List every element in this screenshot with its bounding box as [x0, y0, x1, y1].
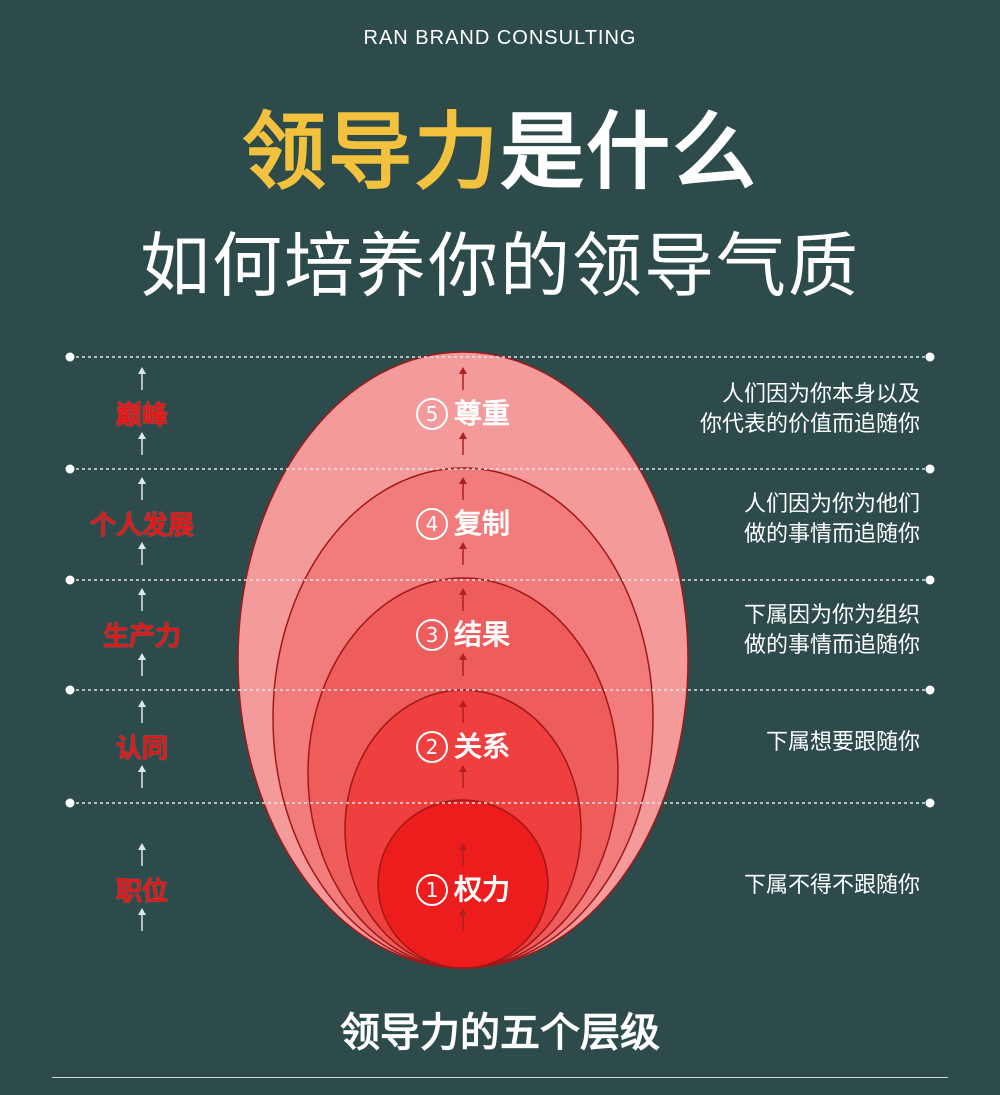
- up-arrow-icon: [459, 367, 467, 374]
- divider-dot: [925, 685, 935, 695]
- up-arrow-icon: [138, 908, 146, 915]
- description-line: 人们因为你本身以及: [721, 382, 920, 407]
- up-arrow-icon: [138, 588, 146, 595]
- level-number: 5: [415, 398, 448, 430]
- description-line: 下属不得不跟随你: [743, 873, 920, 898]
- description-line: 你代表的价值而追随你: [699, 412, 920, 437]
- footer-title: 领导力的五个层级: [340, 1010, 660, 1056]
- level-ellipse-1: [377, 799, 549, 969]
- level-number: 1: [415, 874, 448, 906]
- description-line: 做的事情而追随你: [743, 522, 920, 547]
- up-arrow-icon: [138, 700, 146, 707]
- level-title: 结果: [453, 618, 510, 651]
- up-arrow-icon: [459, 908, 467, 915]
- up-arrow-icon: [459, 700, 467, 707]
- up-arrow-icon: [459, 588, 467, 595]
- up-arrow-icon: [459, 432, 467, 439]
- level-name: 1 权力: [363, 868, 563, 908]
- brand-name: RAN BRAND CONSULTING: [363, 27, 637, 49]
- divider-dot: [925, 352, 935, 362]
- up-arrow-icon: [138, 843, 146, 850]
- level-description: 人们因为你为他们 做的事情而追随你: [744, 490, 920, 550]
- level-title: 权力: [453, 873, 510, 906]
- description-line: 做的事情而追随你: [743, 633, 920, 658]
- level-number: 4: [415, 508, 448, 540]
- stage-label: 巅峰: [115, 401, 168, 431]
- up-arrow-icon: [138, 367, 146, 374]
- level-number: 2: [415, 731, 448, 763]
- level-number: 3: [415, 619, 448, 651]
- level-name: 4 复制: [363, 502, 563, 542]
- title-rest: 是什么: [500, 103, 759, 201]
- up-arrow-icon: [459, 477, 467, 484]
- level-title: 关系: [453, 730, 510, 763]
- divider-dot: [65, 685, 75, 695]
- description-line: 下属因为你为组织: [743, 603, 920, 628]
- page-title: 领导力是什么: [0, 85, 1000, 206]
- level-description: 人们因为你本身以及你代表的价值而追随你: [700, 380, 920, 440]
- level-title: 尊重: [453, 397, 510, 430]
- stage-label: 认同: [115, 734, 168, 764]
- divider-dot: [65, 575, 75, 585]
- up-arrow-icon: [138, 765, 146, 772]
- divider-dot: [925, 798, 935, 808]
- divider-dot: [65, 352, 75, 362]
- level-description: 下属想要跟随你: [766, 728, 920, 758]
- description-line: 人们因为你为他们: [743, 492, 920, 517]
- level-description: 下属因为你为组织 做的事情而追随你: [744, 601, 920, 661]
- divider-dot: [925, 464, 935, 474]
- up-arrow-icon: [459, 765, 467, 772]
- bottom-divider: [52, 1077, 948, 1078]
- stage-label: 个人发展: [89, 511, 194, 541]
- description-line: 下属想要跟随你: [765, 730, 920, 755]
- divider-dot: [65, 464, 75, 474]
- title-highlight: 领导力: [241, 103, 500, 201]
- stage-label: 职位: [115, 877, 168, 907]
- level-description: 下属不得不跟随你: [744, 871, 920, 901]
- stage-label: 生产力: [102, 622, 181, 652]
- up-arrow-icon: [459, 542, 467, 549]
- page-subtitle: 如何培养你的领导气质: [140, 225, 860, 307]
- up-arrow-icon: [138, 542, 146, 549]
- divider-dot: [65, 798, 75, 808]
- up-arrow-icon: [459, 843, 467, 850]
- level-name: 3 结果: [363, 613, 563, 653]
- level-title: 复制: [453, 507, 510, 540]
- up-arrow-icon: [459, 653, 467, 660]
- divider-dot: [925, 575, 935, 585]
- up-arrow-icon: [138, 653, 146, 660]
- level-name: 5 尊重: [363, 392, 563, 432]
- up-arrow-icon: [138, 477, 146, 484]
- up-arrow-icon: [138, 432, 146, 439]
- level-name: 2 关系: [363, 725, 563, 765]
